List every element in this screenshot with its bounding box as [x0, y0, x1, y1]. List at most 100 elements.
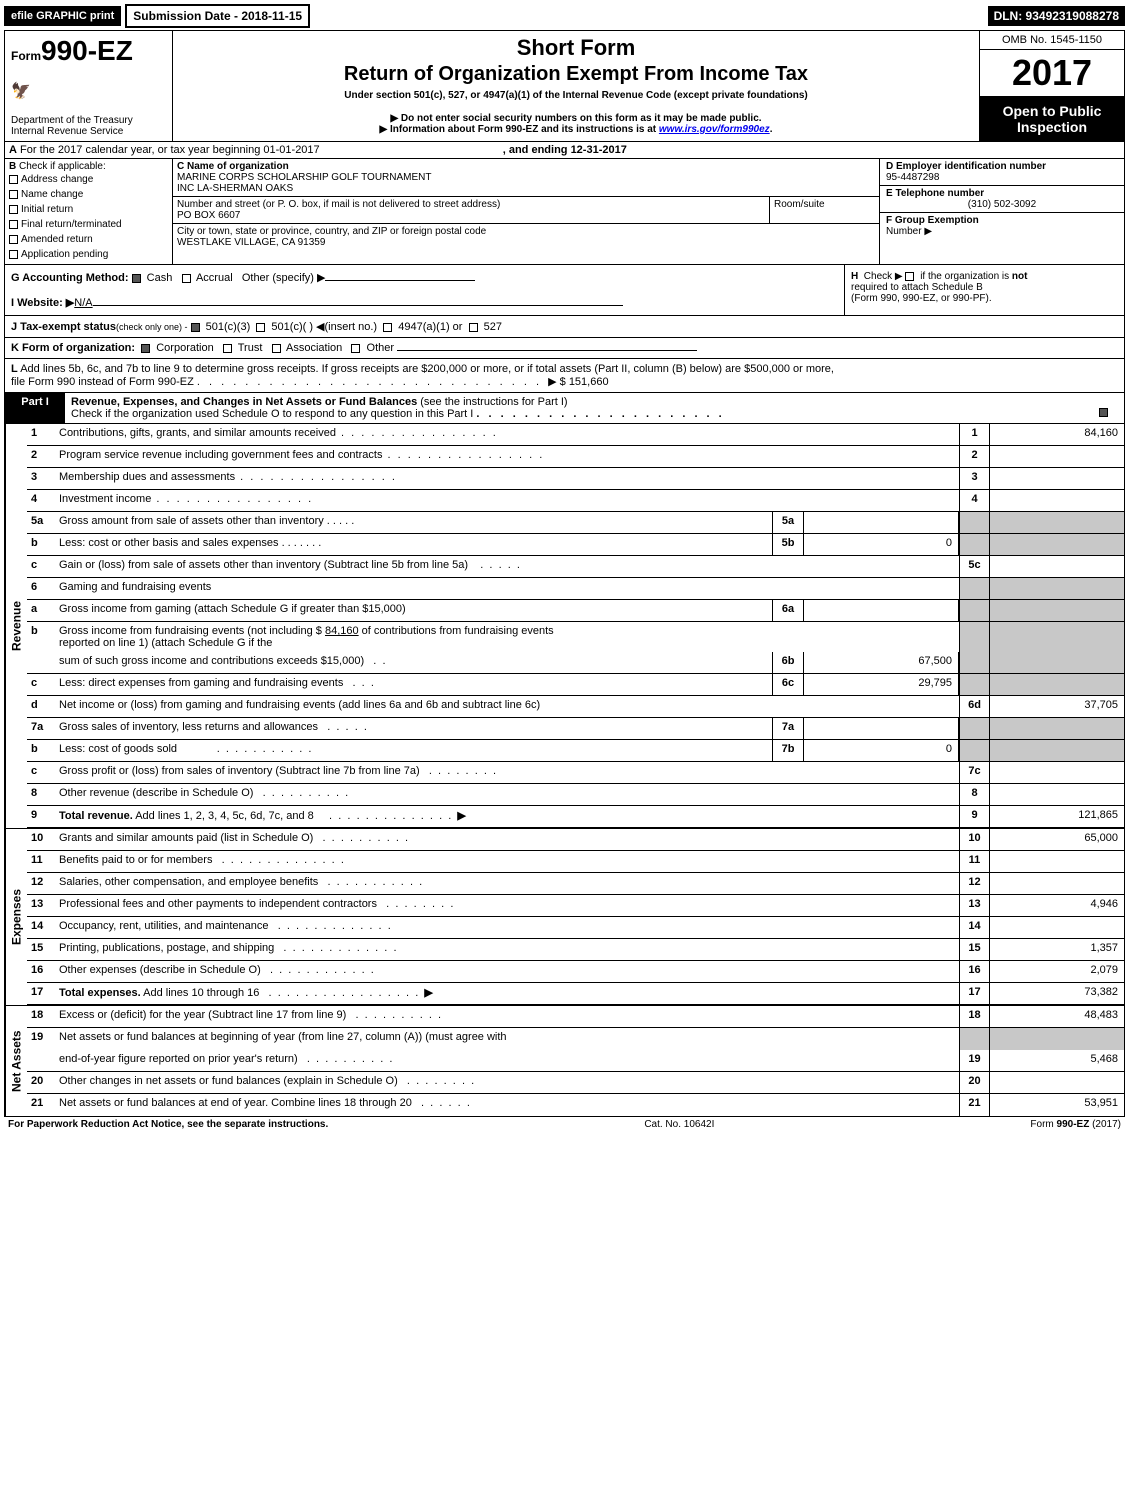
l17-val: 73,382 — [989, 983, 1124, 1004]
l7a-midval — [804, 718, 959, 739]
checkbox-527[interactable] — [469, 323, 478, 332]
l10-box: 10 — [959, 829, 989, 850]
line-10: 10 Grants and similar amounts paid (list… — [27, 829, 1124, 851]
l18-box: 18 — [959, 1006, 989, 1027]
footer: For Paperwork Reduction Act Notice, see … — [4, 1117, 1125, 1132]
l5b-desc: Less: cost or other basis and sales expe… — [55, 534, 772, 555]
l15-desc: Printing, publications, postage, and shi… — [55, 939, 959, 960]
part1-title: Revenue, Expenses, and Changes in Net As… — [65, 393, 1124, 423]
addr-value: PO BOX 6607 — [177, 210, 240, 221]
checkbox-4947[interactable] — [383, 323, 392, 332]
info-suffix: . — [770, 124, 773, 135]
checkbox-accrual[interactable] — [182, 274, 191, 283]
l7b-num: b — [27, 740, 55, 761]
header-center: Short Form Return of Organization Exempt… — [173, 31, 979, 141]
l6c-val — [989, 674, 1124, 695]
l2-num: 2 — [27, 446, 55, 467]
j-sub: (check only one) - — [116, 322, 188, 332]
checkbox-address-change[interactable]: Address change — [9, 172, 168, 187]
e-label: E Telephone number — [886, 188, 984, 199]
l13-val: 4,946 — [989, 895, 1124, 916]
checkbox-501c3[interactable] — [191, 323, 200, 332]
l14-desc: Occupancy, rent, utilities, and maintena… — [55, 917, 959, 938]
line-7a: 7a Gross sales of inventory, less return… — [27, 718, 1124, 740]
line-5a: 5a Gross amount from sale of assets othe… — [27, 512, 1124, 534]
checkbox-h[interactable] — [905, 272, 914, 281]
l21-box: 21 — [959, 1094, 989, 1116]
dln: DLN: 93492319088278 — [988, 6, 1125, 26]
l13-num: 13 — [27, 895, 55, 916]
l15-num: 15 — [27, 939, 55, 960]
checkbox-cash[interactable] — [132, 274, 141, 283]
l20-desc: Other changes in net assets or fund bala… — [55, 1072, 959, 1093]
l3-box: 3 — [959, 468, 989, 489]
line-19-1: 19 Net assets or fund balances at beginn… — [27, 1028, 1124, 1050]
l5b-box — [959, 534, 989, 555]
l12-desc: Salaries, other compensation, and employ… — [55, 873, 959, 894]
addr-label: Number and street (or P. O. box, if mail… — [177, 199, 500, 210]
g-label: G Accounting Method: — [11, 272, 129, 284]
checkbox-final-return[interactable]: Final return/terminated — [9, 217, 168, 232]
omb-number: OMB No. 1545-1150 — [980, 31, 1124, 50]
l9-desc: Total revenue. Add lines 1, 2, 3, 4, 5c,… — [55, 806, 959, 827]
row-a-text2: , and ending 12-31-2017 — [503, 144, 627, 156]
l5c-box: 5c — [959, 556, 989, 577]
l6b-val2 — [989, 652, 1124, 673]
l4-val — [989, 490, 1124, 511]
label-b: B — [9, 161, 16, 172]
under-section: Under section 501(c), 527, or 4947(a)(1)… — [183, 90, 969, 101]
net-assets-body: 18 Excess or (deficit) for the year (Sub… — [27, 1006, 1124, 1116]
j-opt4: 527 — [484, 321, 502, 333]
form-container: Form990-EZ 🦅 Department of the Treasury … — [4, 30, 1125, 1117]
h-text2: if the organization is — [920, 271, 1009, 282]
l3-desc: Membership dues and assessments — [55, 468, 959, 489]
k-label: K Form of organization: — [11, 342, 135, 354]
l16-desc: Other expenses (describe in Schedule O) … — [55, 961, 959, 982]
cb-label-4: Amended return — [21, 234, 93, 245]
info-link[interactable]: www.irs.gov/form990ez — [659, 124, 770, 135]
l7a-num: 7a — [27, 718, 55, 739]
k-trust: Trust — [238, 342, 263, 354]
line-16: 16 Other expenses (describe in Schedule … — [27, 961, 1124, 983]
l5b-midval: 0 — [804, 534, 959, 555]
info-about: ▶ Information about Form 990-EZ and its … — [183, 124, 969, 135]
do-not-enter: ▶ Do not enter social security numbers o… — [183, 113, 969, 124]
checkbox-schedule-o[interactable] — [1099, 408, 1108, 417]
l6d-box: 6d — [959, 696, 989, 717]
l5b-num: b — [27, 534, 55, 555]
checkbox-501c[interactable] — [256, 323, 265, 332]
l16-val: 2,079 — [989, 961, 1124, 982]
checkbox-trust[interactable] — [223, 344, 232, 353]
l4-num: 4 — [27, 490, 55, 511]
l-text2: file Form 990 instead of Form 990-EZ — [11, 376, 194, 388]
l6-box — [959, 578, 989, 599]
l12-val — [989, 873, 1124, 894]
checkbox-corp[interactable] — [141, 344, 150, 353]
row-k: K Form of organization: Corporation Trus… — [5, 338, 1124, 359]
line-6c: c Less: direct expenses from gaming and … — [27, 674, 1124, 696]
l14-num: 14 — [27, 917, 55, 938]
city-cell: City or town, state or province, country… — [173, 224, 879, 264]
checkbox-application-pending[interactable]: Application pending — [9, 247, 168, 262]
checkbox-name-change[interactable]: Name change — [9, 187, 168, 202]
line-6b-2: sum of such gross income and contributio… — [27, 652, 1124, 674]
efile-label: efile GRAPHIC print — [4, 6, 121, 26]
k-corp: Corporation — [156, 342, 213, 354]
l8-val — [989, 784, 1124, 805]
revenue-body: 1 Contributions, gifts, grants, and simi… — [27, 424, 1124, 828]
header-left: Form990-EZ 🦅 Department of the Treasury … — [5, 31, 173, 141]
checkbox-initial-return[interactable]: Initial return — [9, 202, 168, 217]
checkbox-assoc[interactable] — [272, 344, 281, 353]
line-14: 14 Occupancy, rent, utilities, and maint… — [27, 917, 1124, 939]
cb-label-5: Application pending — [21, 249, 108, 260]
l9-num: 9 — [27, 806, 55, 827]
checkbox-other-org[interactable] — [351, 344, 360, 353]
l7c-desc: Gross profit or (loss) from sales of inv… — [55, 762, 959, 783]
checkbox-amended-return[interactable]: Amended return — [9, 232, 168, 247]
l6b-box2 — [959, 652, 989, 673]
l7c-box: 7c — [959, 762, 989, 783]
l2-box: 2 — [959, 446, 989, 467]
line-5b: b Less: cost or other basis and sales ex… — [27, 534, 1124, 556]
l6d-desc: Net income or (loss) from gaming and fun… — [55, 696, 959, 717]
expenses-body: 10 Grants and similar amounts paid (list… — [27, 829, 1124, 1005]
